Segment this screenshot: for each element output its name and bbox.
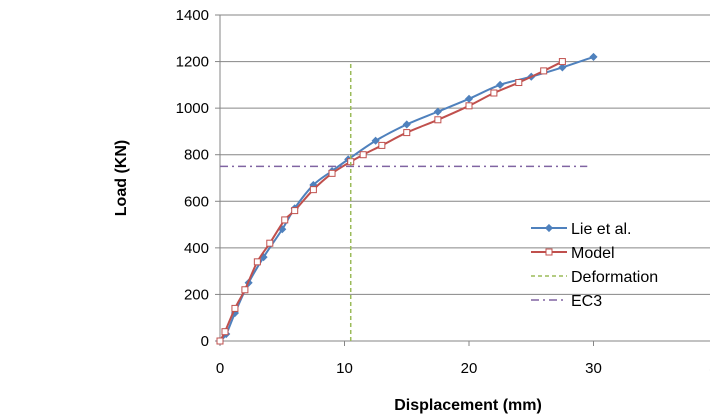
data-point-0-14 [496, 80, 505, 89]
data-point-1-17 [515, 79, 523, 87]
y-tick-label-800: 800 [184, 147, 209, 164]
y-tick-label-400: 400 [184, 240, 209, 257]
legend-label-3: EC3 [571, 293, 602, 310]
y-tick-label-1000: 1000 [176, 100, 209, 117]
y-tick-label-1400: 1400 [176, 7, 209, 24]
legend-marker-0 [544, 223, 554, 233]
data-point-1-3 [241, 286, 249, 294]
legend-item-1: Model [531, 245, 615, 262]
data-point-0-13 [464, 94, 474, 103]
data-point-1-12 [378, 141, 386, 149]
data-point-0-12 [433, 107, 442, 116]
data-point-1-5 [266, 239, 274, 247]
data-point-1-6 [281, 216, 289, 224]
y-axis-label: Load (KN) [113, 140, 130, 216]
legend-label-2: Deformation [571, 269, 658, 286]
x-tick-label-0: 0 [216, 360, 224, 377]
x-tick-label-30: 30 [585, 360, 602, 377]
x-tick-label-10: 10 [336, 360, 353, 377]
grid [220, 14, 710, 295]
x-tick-label-20: 20 [461, 360, 478, 377]
data-point-1-15 [465, 102, 473, 110]
data-point-1-4 [253, 258, 261, 266]
data-point-1-14 [434, 116, 442, 124]
y-tick-label-0: 0 [201, 333, 209, 350]
data-point-1-19 [558, 58, 566, 66]
y-tick-label-200: 200 [184, 286, 209, 303]
data-point-1-7 [291, 207, 299, 215]
tick-labels: 0200400600800100012001400010203040 [176, 7, 710, 377]
data-point-1-11 [359, 151, 367, 159]
series-lines [215, 52, 598, 346]
legend-label-1: Model [571, 245, 615, 262]
data-point-1-2 [231, 304, 239, 312]
data-point-1-1 [221, 328, 229, 336]
legend-item-0: Lie et al. [531, 221, 631, 238]
data-point-0-11 [402, 120, 411, 129]
legend-marker-1 [545, 248, 553, 256]
axes [215, 14, 710, 346]
data-point-0-16 [558, 63, 567, 72]
series-line-0 [219, 55, 594, 342]
legend-label-0: Lie et al. [571, 221, 631, 238]
y-tick-label-1200: 1200 [176, 54, 209, 71]
legend: Lie et al. Model Deformation EC3 [531, 221, 658, 310]
legend-item-3: EC3 [531, 293, 602, 310]
x-axis-label: Displacement (mm) [394, 397, 542, 414]
data-point-1-16 [490, 89, 498, 97]
legend-item-2: Deformation [531, 269, 658, 286]
data-point-0-10 [371, 136, 380, 145]
data-point-1-0 [216, 337, 224, 345]
data-point-1-8 [309, 186, 317, 194]
series-0 [215, 52, 598, 346]
data-point-1-18 [540, 67, 548, 75]
data-point-0-17 [589, 52, 598, 61]
data-point-1-13 [403, 129, 411, 137]
data-point-1-9 [328, 169, 336, 177]
y-tick-label-600: 600 [184, 193, 209, 210]
